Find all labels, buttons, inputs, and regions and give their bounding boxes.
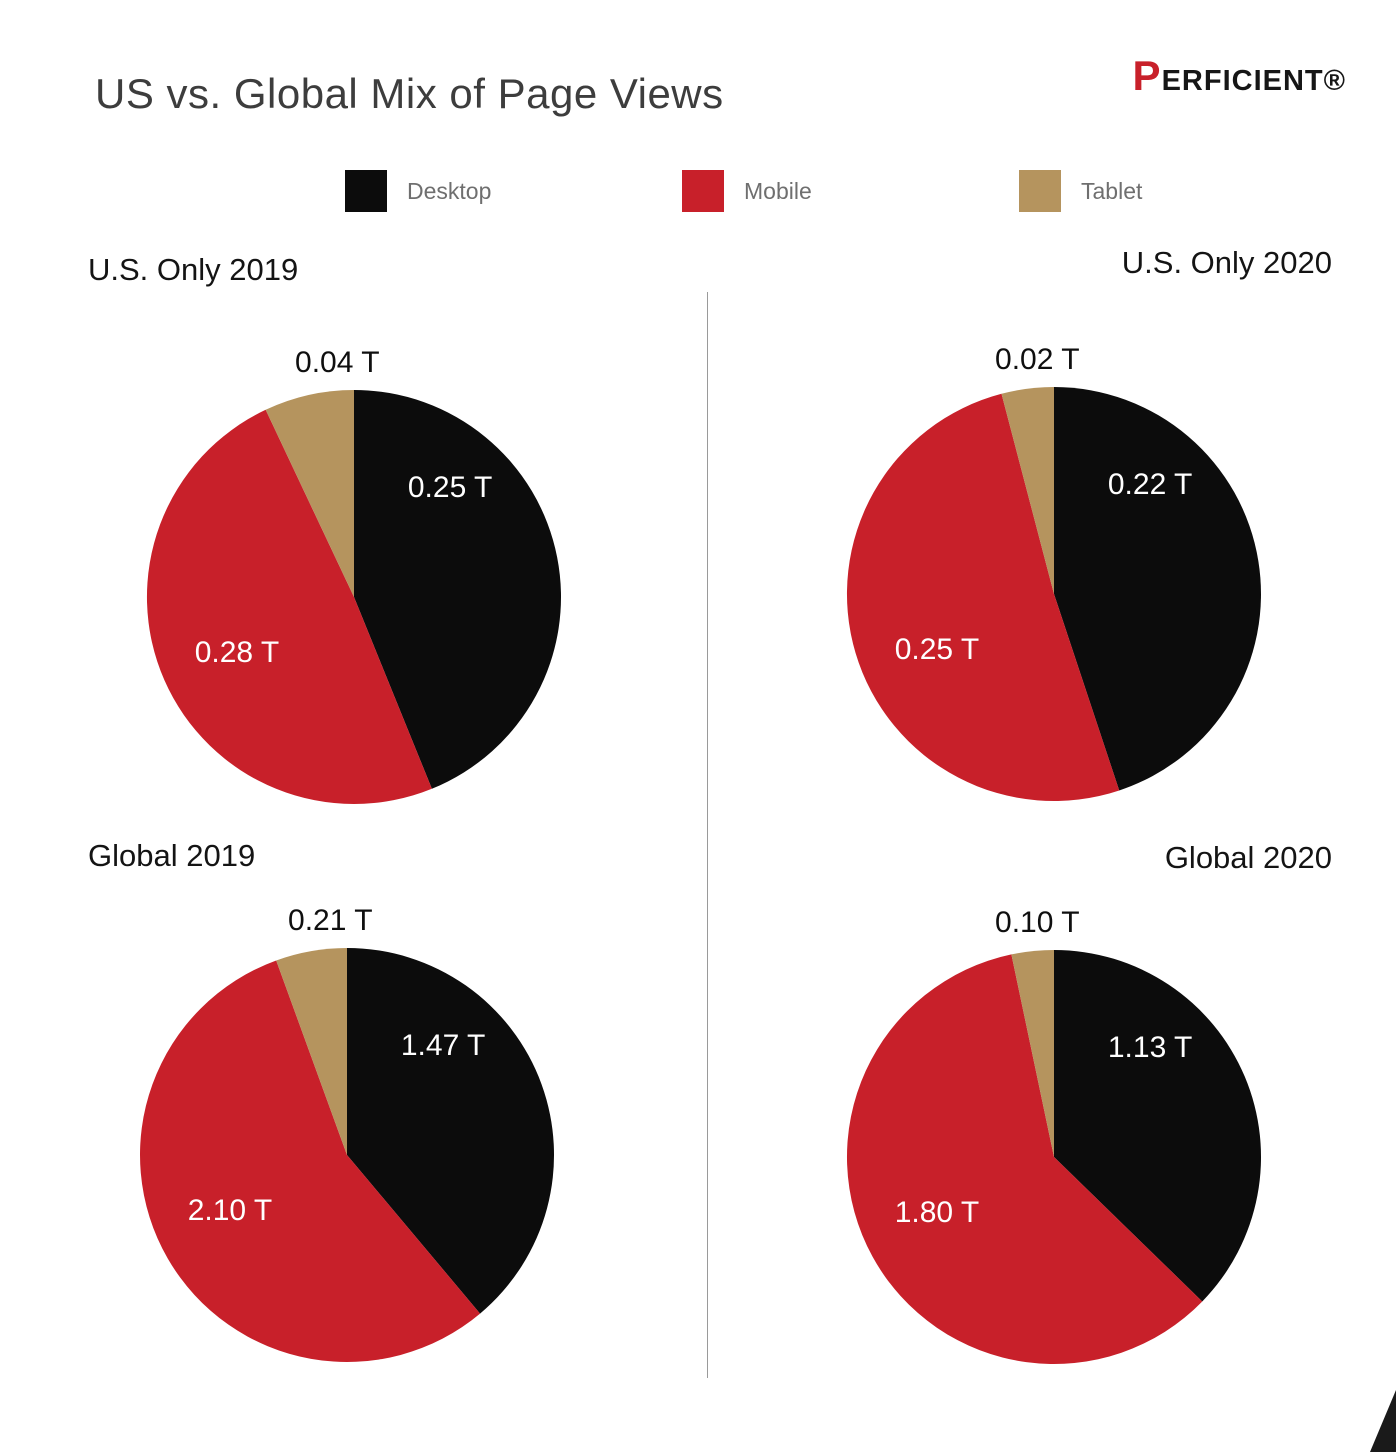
tablet-value-label: 0.21 T bbox=[288, 904, 373, 937]
column-divider bbox=[707, 292, 708, 1378]
mobile-value-label: 0.28 T bbox=[194, 636, 280, 670]
pie-slice-mobile bbox=[846, 393, 1120, 802]
pie-global-2019: 0.21 T 1.47 T 2.10 T bbox=[138, 904, 556, 1364]
legend-item-tablet: Tablet bbox=[1019, 170, 1356, 212]
pie-slice-mobile bbox=[140, 960, 481, 1363]
pie-slice-tablet bbox=[265, 389, 354, 597]
tablet-value-label: 0.02 T bbox=[995, 343, 1080, 376]
chart-us-only-2020: U.S. Only 2020 0.02 T 0.22 T 0.25 T bbox=[760, 245, 1332, 802]
legend-item-desktop: Desktop bbox=[345, 170, 682, 212]
legend: Desktop Mobile Tablet bbox=[345, 170, 1356, 212]
pie-slice-desktop bbox=[354, 389, 562, 789]
corner-accent bbox=[1370, 1390, 1396, 1452]
pie-slice-mobile bbox=[846, 954, 1203, 1365]
desktop-value-label: 1.13 T bbox=[1107, 1031, 1193, 1065]
pie-slice-tablet bbox=[1011, 949, 1054, 1157]
mobile-value-label: 0.25 T bbox=[894, 633, 980, 667]
legend-label-mobile: Mobile bbox=[744, 177, 812, 204]
pie-chart-global-2020 bbox=[846, 949, 1262, 1365]
desktop-value-label: 0.22 T bbox=[1107, 468, 1193, 502]
chart-us-only-2019: U.S. Only 2019 0.04 T 0.25 T 0.28 T bbox=[88, 252, 688, 805]
pie-slice-desktop bbox=[1054, 949, 1262, 1302]
chart-title-us-only-2019: U.S. Only 2019 bbox=[88, 252, 299, 287]
tablet-value-label: 0.04 T bbox=[295, 346, 380, 379]
pie-slice-mobile bbox=[146, 409, 432, 805]
pie-us-only-2019: 0.04 T 0.25 T 0.28 T bbox=[145, 346, 563, 806]
legend-label-desktop: Desktop bbox=[407, 177, 492, 204]
page-title: US vs. Global Mix of Page Views bbox=[95, 70, 724, 118]
chart-title-us-only-2020: U.S. Only 2020 bbox=[1121, 245, 1332, 280]
chart-title-global-2020: Global 2020 bbox=[1164, 840, 1332, 875]
desktop-value-label: 1.47 T bbox=[400, 1029, 486, 1063]
legend-label-tablet: Tablet bbox=[1081, 177, 1143, 204]
mobile-value-label: 1.80 T bbox=[894, 1196, 980, 1230]
chart-global-2020: Global 2020 0.10 T 1.13 T 1.80 T bbox=[760, 840, 1332, 1365]
pie-global-2020: 0.10 T 1.13 T 1.80 T bbox=[845, 906, 1263, 1366]
pie-chart-us-only-2020 bbox=[846, 386, 1261, 802]
mobile-swatch-icon bbox=[682, 170, 724, 212]
pie-slice-tablet bbox=[1001, 386, 1054, 594]
pie-chart-global-2019 bbox=[140, 947, 555, 1363]
pie-chart-us-only-2019 bbox=[146, 389, 562, 805]
tablet-value-label: 0.10 T bbox=[995, 906, 1080, 939]
pie-slice-desktop bbox=[1054, 386, 1261, 791]
desktop-value-label: 0.25 T bbox=[407, 471, 493, 505]
legend-item-mobile: Mobile bbox=[682, 170, 1019, 212]
pie-us-only-2020: 0.02 T 0.22 T 0.25 T bbox=[845, 343, 1263, 803]
chart-title-global-2019: Global 2019 bbox=[88, 838, 256, 873]
pie-slice-tablet bbox=[276, 947, 347, 1155]
chart-global-2019: Global 2019 0.21 T 1.47 T 2.10 T bbox=[88, 838, 688, 1363]
perficient-logo: PERFICIENT® bbox=[1132, 52, 1346, 99]
pie-slice-desktop bbox=[347, 947, 555, 1314]
mobile-value-label: 2.10 T bbox=[187, 1194, 273, 1228]
tablet-swatch-icon bbox=[1019, 170, 1061, 212]
desktop-swatch-icon bbox=[345, 170, 387, 212]
